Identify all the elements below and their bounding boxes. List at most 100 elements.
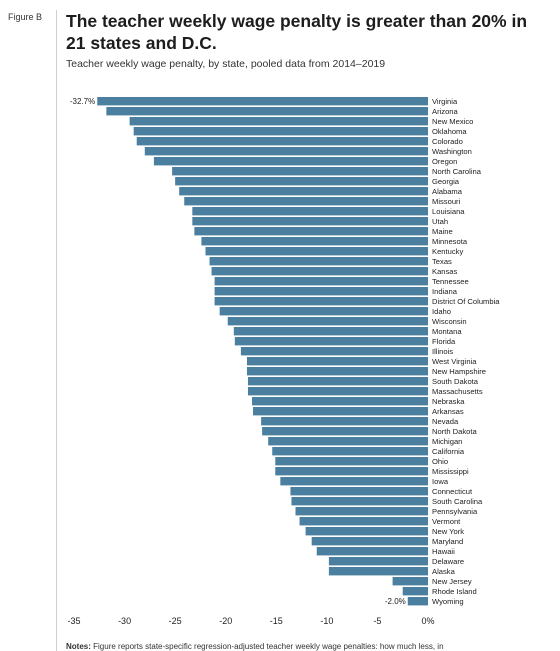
category-label: Louisiana xyxy=(432,207,465,216)
category-label: Maine xyxy=(432,227,453,236)
category-label: Delaware xyxy=(432,557,464,566)
bar xyxy=(275,467,428,476)
bar xyxy=(192,207,428,216)
category-label: Virginia xyxy=(432,97,458,106)
bar xyxy=(184,197,428,206)
category-label: Iowa xyxy=(432,477,449,486)
bar xyxy=(305,527,428,536)
category-label: Wisconsin xyxy=(432,317,467,326)
category-label: Alaska xyxy=(432,567,456,576)
bar xyxy=(106,107,428,116)
bar xyxy=(316,547,428,556)
bar xyxy=(299,517,428,526)
x-tick-label: -15 xyxy=(270,616,283,626)
bar xyxy=(291,497,428,506)
category-label: Vermont xyxy=(432,517,461,526)
bar xyxy=(175,177,428,186)
category-label: Ohio xyxy=(432,457,448,466)
bar xyxy=(153,157,428,166)
bar xyxy=(214,297,428,306)
x-tick-label: -10 xyxy=(320,616,333,626)
bar xyxy=(268,437,428,446)
bar xyxy=(402,587,428,596)
category-label: California xyxy=(432,447,465,456)
bar xyxy=(247,387,428,396)
bar xyxy=(253,407,428,416)
category-label: Utah xyxy=(432,217,448,226)
category-label: West Virginia xyxy=(432,357,477,366)
category-label: Arkansas xyxy=(432,407,464,416)
category-label: Florida xyxy=(432,337,456,346)
bar xyxy=(328,567,428,576)
bar xyxy=(261,417,428,426)
notes-text: Figure reports state-specific regression… xyxy=(93,642,444,651)
category-label: District Of Columbia xyxy=(432,297,500,306)
category-label: North Dakota xyxy=(432,427,478,436)
x-tick-label: -25 xyxy=(169,616,182,626)
bar xyxy=(97,97,429,106)
bar xyxy=(234,337,428,346)
bar xyxy=(240,347,428,356)
bar xyxy=(272,447,428,456)
category-label: Michigan xyxy=(432,437,462,446)
bar xyxy=(328,557,428,566)
bar xyxy=(295,507,428,516)
category-label: New York xyxy=(432,527,464,536)
category-label: North Carolina xyxy=(432,167,482,176)
bar xyxy=(275,457,428,466)
category-label: Montana xyxy=(432,327,462,336)
bar xyxy=(136,137,429,146)
bar xyxy=(172,167,428,176)
category-label: Nevada xyxy=(432,417,459,426)
bar xyxy=(209,257,428,266)
bar xyxy=(205,247,428,256)
x-tick-label: -5 xyxy=(373,616,381,626)
category-label: Wyoming xyxy=(432,597,464,606)
category-label: Hawaii xyxy=(432,547,455,556)
category-label: Georgia xyxy=(432,177,460,186)
category-label: South Carolina xyxy=(432,497,483,506)
bar xyxy=(407,597,428,606)
bar xyxy=(201,237,428,246)
bar xyxy=(211,267,428,276)
x-tick-label: -35 xyxy=(67,616,80,626)
bar xyxy=(246,357,428,366)
bar xyxy=(247,377,428,386)
data-label: -32.7% xyxy=(70,97,95,106)
chart-notes: Notes: Figure reports state-specific reg… xyxy=(66,642,444,651)
category-label: Tennessee xyxy=(432,277,469,286)
bar xyxy=(192,217,428,226)
category-label: New Jersey xyxy=(432,577,472,586)
category-label: Texas xyxy=(432,257,452,266)
bar xyxy=(280,477,428,486)
chart-subtitle: Teacher weekly wage penalty, by state, p… xyxy=(66,58,386,70)
category-label: Oregon xyxy=(432,157,457,166)
bar xyxy=(129,117,428,126)
bar xyxy=(214,277,428,286)
category-label: Illinois xyxy=(432,347,453,356)
bar xyxy=(311,537,428,546)
bar xyxy=(392,577,428,586)
category-label: Colorado xyxy=(432,137,463,146)
category-label: Maryland xyxy=(432,537,463,546)
bar xyxy=(227,317,428,326)
data-label: -2.0% xyxy=(385,597,406,606)
category-label: Kansas xyxy=(432,267,458,276)
category-label: Washington xyxy=(432,147,472,156)
bar xyxy=(214,287,428,296)
bar xyxy=(133,127,428,136)
category-label: Pennsylvania xyxy=(432,507,478,516)
bar xyxy=(219,307,428,316)
bar xyxy=(262,427,428,436)
divider xyxy=(56,10,57,651)
bar xyxy=(246,367,428,376)
bar xyxy=(144,147,429,156)
category-label: Nebraska xyxy=(432,397,465,406)
category-label: Alabama xyxy=(432,187,463,196)
chart-title: The teacher weekly wage penalty is great… xyxy=(66,11,528,53)
bar xyxy=(252,397,428,406)
bar xyxy=(194,227,428,236)
category-label: Indiana xyxy=(432,287,458,296)
x-tick-label: 0% xyxy=(421,616,434,626)
